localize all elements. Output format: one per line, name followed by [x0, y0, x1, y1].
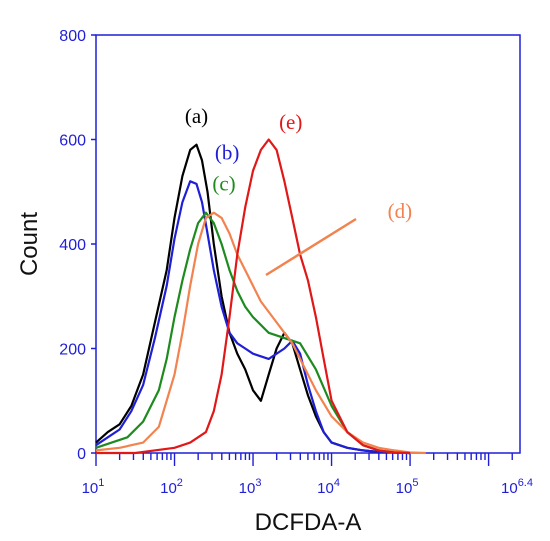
series-lines: [95, 138, 426, 455]
x-tick-label: 104: [317, 477, 340, 497]
x-tick-label: 103: [239, 477, 262, 497]
y-tick-label: 200: [59, 342, 86, 359]
y-tick-label: 400: [59, 237, 86, 254]
x-tick-label: 101: [82, 477, 105, 497]
series-d-label: (d): [388, 199, 413, 223]
y-axis-ticks: 0 200 400 600 800: [59, 28, 96, 463]
series-e-label: (e): [279, 110, 302, 134]
y-axis-title: Count: [16, 212, 43, 276]
x-axis-title: DCFDA-A: [255, 509, 362, 536]
y-tick-label: 600: [59, 133, 86, 150]
series-a-label: (a): [185, 104, 208, 128]
y-tick-label: 800: [59, 28, 86, 45]
series-b-line: [95, 180, 411, 455]
series-labels: (a) (b) (c) (d) (e): [185, 104, 412, 223]
y-tick-label: 0: [77, 446, 86, 463]
x-tick-label: 102: [160, 477, 183, 497]
series-e-line: [96, 138, 411, 455]
series-d-leader-line: [265, 217, 357, 277]
series-b-label: (b): [215, 140, 240, 164]
series-c-label: (c): [212, 172, 235, 196]
x-tick-label: 106.4: [501, 477, 533, 497]
x-axis-ticks: 101 102 103 104 105 106.4: [82, 453, 533, 497]
x-tick-label: 105: [396, 477, 419, 497]
